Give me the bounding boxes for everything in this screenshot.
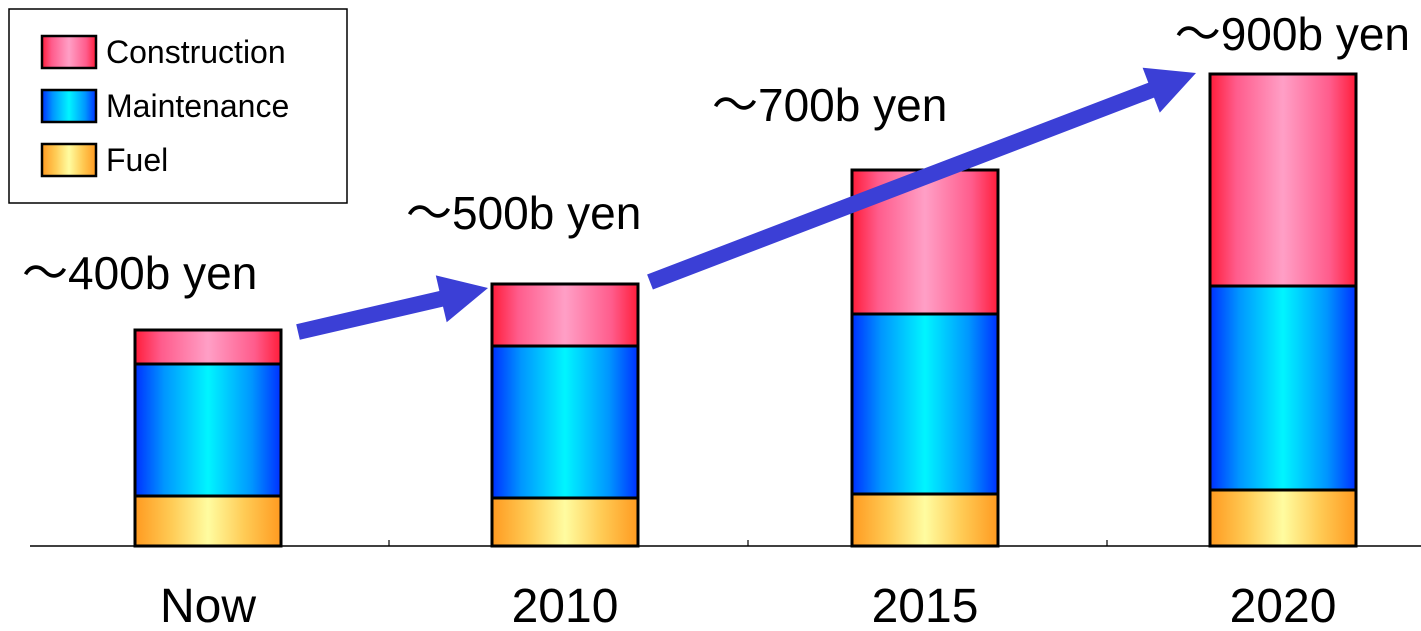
legend-item-maintenance: Maintenance <box>40 88 289 124</box>
bar-segment-fuel-now <box>133 494 283 548</box>
trend-arrow-1 <box>296 275 488 340</box>
bar-segment-fuel-2015 <box>850 492 1000 548</box>
data-label-total: ～900b yen <box>1175 8 1410 60</box>
bar-stack-2015 <box>850 168 1000 548</box>
x-tick-label: 2015 <box>872 580 979 626</box>
bar-segment-maintenance-2010 <box>490 344 640 500</box>
data-label-total: ～700b yen <box>712 79 947 131</box>
bar-stack-2010 <box>490 282 640 548</box>
labels-layer: Now 2010 2015 2020 ～400b yen ～500b yen ～700b y… <box>22 8 1410 631</box>
data-label-total: ～500b yen <box>406 187 641 239</box>
bar-segment-construction-now <box>133 328 283 366</box>
legend-item-fuel: Fuel <box>40 142 168 178</box>
bar-segment-maintenance-2020 <box>1208 284 1358 492</box>
legend-label: Construction <box>106 34 286 70</box>
legend-swatch <box>40 34 98 70</box>
bar-segment-construction-2010 <box>490 282 640 348</box>
legend-swatch <box>40 88 98 124</box>
x-tick-label: 2020 <box>1230 580 1337 626</box>
legend: Construction Maintenance Fuel <box>8 8 348 204</box>
bar-segment-maintenance-now <box>133 362 283 498</box>
legend-label: Maintenance <box>106 88 289 124</box>
x-tick-label: Now <box>160 580 256 626</box>
legend-swatch <box>40 142 98 178</box>
data-label-total: ～400b yen <box>22 247 257 299</box>
bar-stack-2020 <box>1208 72 1358 548</box>
bar-segment-fuel-2010 <box>490 496 640 548</box>
trend-arrow-2 <box>647 67 1196 290</box>
bar-segment-construction-2020 <box>1208 72 1358 288</box>
trend-arrows <box>296 67 1196 340</box>
bar-segment-fuel-2020 <box>1208 488 1358 548</box>
x-tick-label: 2010 <box>512 580 619 626</box>
bar-stack-now <box>133 328 283 548</box>
legend-item-construction: Construction <box>40 34 286 70</box>
legend-label: Fuel <box>106 142 168 178</box>
bar-segment-maintenance-2015 <box>850 312 1000 496</box>
